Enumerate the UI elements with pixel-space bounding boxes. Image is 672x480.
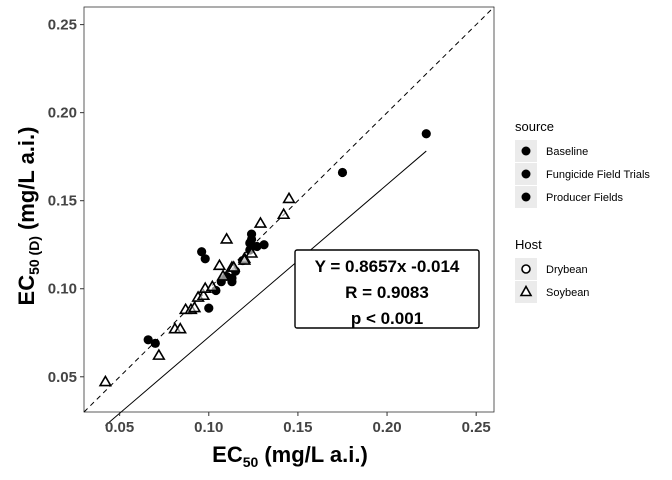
y-axis-title: EC50 (D)(mg/L a.i.)	[14, 127, 42, 306]
legend-host: Host Drybean Soybean	[515, 237, 589, 303]
y-tick-label: 0.05	[48, 369, 77, 386]
data-point-drybean	[143, 335, 153, 345]
data-point-soybean	[216, 269, 230, 281]
data-point-soybean	[152, 348, 166, 360]
data-point-drybean	[200, 254, 210, 264]
legend-label-drybean: Drybean	[546, 264, 588, 276]
x-tick-label: 0.20	[372, 419, 401, 436]
reference-line-y-equals-x	[83, 6, 495, 413]
x-tick-label: 0.25	[462, 419, 491, 436]
data-point-drybean	[421, 129, 431, 139]
legend-key-producer-fields	[521, 192, 531, 202]
data-point-soybean	[282, 191, 296, 204]
data-point-soybean	[219, 232, 234, 244]
data-point-soybean	[253, 216, 268, 228]
data-point-drybean	[337, 167, 348, 178]
data-point-soybean	[227, 260, 241, 272]
data-point-soybean	[98, 374, 113, 387]
legend-key-baseline	[521, 146, 531, 156]
x-tick-label: 0.15	[283, 419, 312, 436]
x-tick-label: 0.05	[105, 419, 134, 436]
data-point-drybean	[197, 247, 207, 257]
y-tick-label: 0.25	[48, 17, 77, 34]
annotation-equation: Y = 0.8657x -0.014	[315, 257, 460, 276]
ticks-layer: 0.05 0.10 0.15 0.20 0.25 0.05 0.10 0.15 0.20 0.25	[48, 17, 491, 436]
legend-source-title: source	[515, 119, 554, 134]
data-point-soybean	[173, 322, 187, 334]
data-point-soybean	[196, 288, 211, 301]
data-point-soybean	[205, 279, 220, 292]
legend-label-producer-fields: Producer Fields	[546, 192, 624, 204]
annotation-box	[294, 249, 480, 329]
legend-label-soybean: Soybean	[546, 287, 589, 299]
y-tick-label: 0.15	[48, 193, 77, 210]
data-point-drybean	[259, 240, 269, 250]
annotation-p: p < 0.001	[351, 309, 423, 328]
y-tick-label: 0.10	[48, 281, 77, 298]
annotation-r: R = 0.9083	[345, 283, 429, 302]
marks-layer	[83, 6, 495, 426]
data-point-soybean	[276, 207, 291, 220]
data-point-soybean	[212, 258, 227, 271]
regression-annotation: Y = 0.8657x -0.014 R = 0.9083 p < 0.001	[294, 249, 480, 329]
data-point-drybean	[150, 338, 160, 348]
legend-label-fungicide-field-trials: Fungicide Field Trials	[546, 169, 650, 181]
data-point-drybean	[252, 241, 262, 252]
data-point-drybean	[246, 229, 257, 239]
data-point-drybean	[227, 277, 237, 287]
legend-key-fungicide-field-trials	[521, 169, 531, 179]
legend-key-drybean-circle-icon	[521, 264, 531, 274]
x-tick-label: 0.10	[194, 419, 223, 436]
legend-label-baseline: Baseline	[546, 146, 588, 158]
data-point-drybean	[204, 303, 214, 313]
legend-key-soybean-triangle-icon	[519, 284, 533, 297]
regression-fit-line	[105, 150, 427, 426]
y-tick-label: 0.20	[48, 105, 77, 122]
legend-host-title: Host	[515, 237, 542, 252]
data-point-soybean	[237, 253, 252, 265]
legend-source: source Baseline Fungicide Field Trials P…	[515, 119, 650, 208]
data-point-soybean	[187, 300, 202, 313]
x-axis-title: EC50 (mg/L a.i.)	[212, 442, 368, 470]
data-point-soybean	[244, 246, 259, 258]
